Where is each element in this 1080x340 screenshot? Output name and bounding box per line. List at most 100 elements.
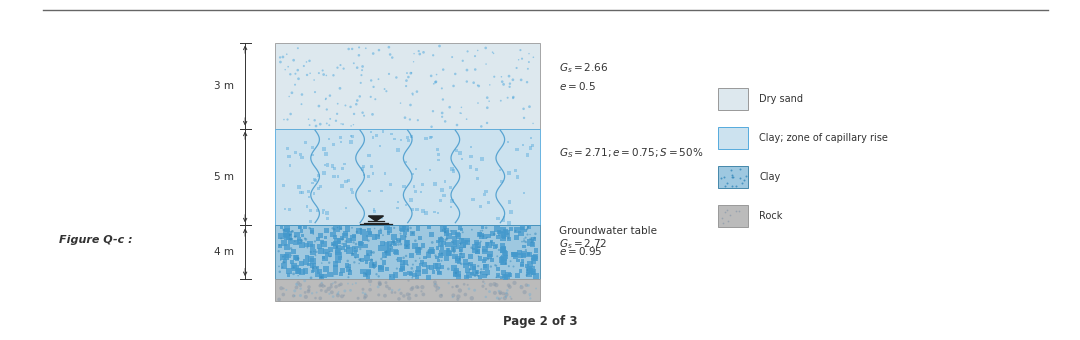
- Point: [440, 251, 457, 256]
- Point: [355, 164, 373, 169]
- Point: [334, 166, 351, 171]
- Point: [492, 275, 510, 280]
- Point: [429, 255, 446, 260]
- Point: [377, 254, 394, 260]
- Point: [446, 254, 463, 259]
- Point: [338, 263, 355, 268]
- Point: [519, 224, 537, 230]
- Point: [406, 272, 423, 277]
- Point: [335, 66, 352, 71]
- Point: [407, 293, 424, 298]
- Point: [340, 46, 357, 52]
- Point: [410, 245, 428, 251]
- Point: [354, 64, 372, 69]
- Point: [298, 72, 315, 78]
- Point: [512, 253, 529, 258]
- Point: [337, 231, 354, 237]
- Point: [423, 247, 441, 253]
- Point: [475, 192, 492, 197]
- Point: [409, 285, 427, 290]
- Point: [415, 242, 432, 248]
- Point: [330, 283, 348, 288]
- Point: [428, 79, 445, 84]
- Point: [499, 231, 516, 236]
- Point: [288, 282, 306, 288]
- Point: [312, 184, 329, 189]
- Point: [324, 226, 341, 231]
- Point: [322, 116, 339, 122]
- Point: [318, 289, 335, 294]
- Point: [334, 237, 351, 242]
- Point: [467, 67, 484, 72]
- Point: [375, 129, 392, 134]
- Point: [366, 226, 383, 231]
- Point: [342, 187, 360, 192]
- Point: [433, 238, 450, 243]
- Point: [433, 110, 450, 116]
- Point: [459, 268, 476, 273]
- Point: [289, 46, 307, 51]
- Point: [521, 268, 538, 273]
- Point: [288, 232, 306, 237]
- Point: [305, 145, 322, 150]
- Point: [405, 269, 422, 274]
- Point: [526, 235, 543, 241]
- Point: [345, 190, 362, 195]
- Point: [397, 159, 415, 164]
- Point: [450, 259, 468, 265]
- Point: [394, 260, 411, 265]
- Point: [428, 288, 445, 293]
- Point: [299, 245, 316, 250]
- Point: [407, 258, 424, 264]
- Point: [472, 234, 489, 239]
- Point: [337, 103, 354, 108]
- Point: [364, 171, 381, 176]
- Point: [286, 238, 303, 244]
- Point: [492, 74, 510, 80]
- Point: [293, 238, 310, 243]
- Point: [405, 51, 422, 56]
- Point: [274, 183, 292, 188]
- Polygon shape: [368, 216, 383, 221]
- Point: [318, 151, 335, 157]
- Point: [329, 101, 347, 106]
- Point: [433, 114, 450, 119]
- Point: [492, 98, 510, 103]
- Point: [430, 147, 447, 152]
- Point: [329, 291, 347, 296]
- Text: Clay; zone of capillary rise: Clay; zone of capillary rise: [759, 133, 888, 143]
- Point: [444, 294, 461, 300]
- Point: [308, 290, 325, 295]
- Text: $e = 0.95$: $e = 0.95$: [559, 244, 603, 257]
- Point: [274, 265, 292, 270]
- Point: [408, 206, 426, 212]
- Point: [330, 289, 348, 294]
- Point: [476, 281, 494, 286]
- Point: [303, 269, 321, 274]
- Point: [337, 179, 354, 184]
- Point: [356, 295, 374, 301]
- Point: [387, 290, 404, 295]
- Point: [378, 241, 395, 247]
- Point: [378, 249, 395, 255]
- Point: [473, 233, 490, 239]
- Point: [329, 174, 347, 179]
- Point: [463, 295, 481, 301]
- Point: [509, 147, 526, 152]
- Point: [511, 250, 528, 255]
- Point: [362, 94, 379, 100]
- Point: [447, 270, 464, 276]
- Point: [278, 229, 295, 235]
- Point: [456, 282, 473, 287]
- Point: [337, 243, 354, 248]
- Point: [446, 265, 463, 271]
- Point: [522, 232, 539, 237]
- Point: [352, 242, 369, 248]
- Point: [459, 240, 476, 245]
- Point: [352, 226, 369, 232]
- Point: [478, 270, 496, 275]
- Point: [404, 231, 421, 237]
- Point: [438, 246, 456, 252]
- Point: [345, 251, 362, 256]
- Point: [365, 84, 382, 90]
